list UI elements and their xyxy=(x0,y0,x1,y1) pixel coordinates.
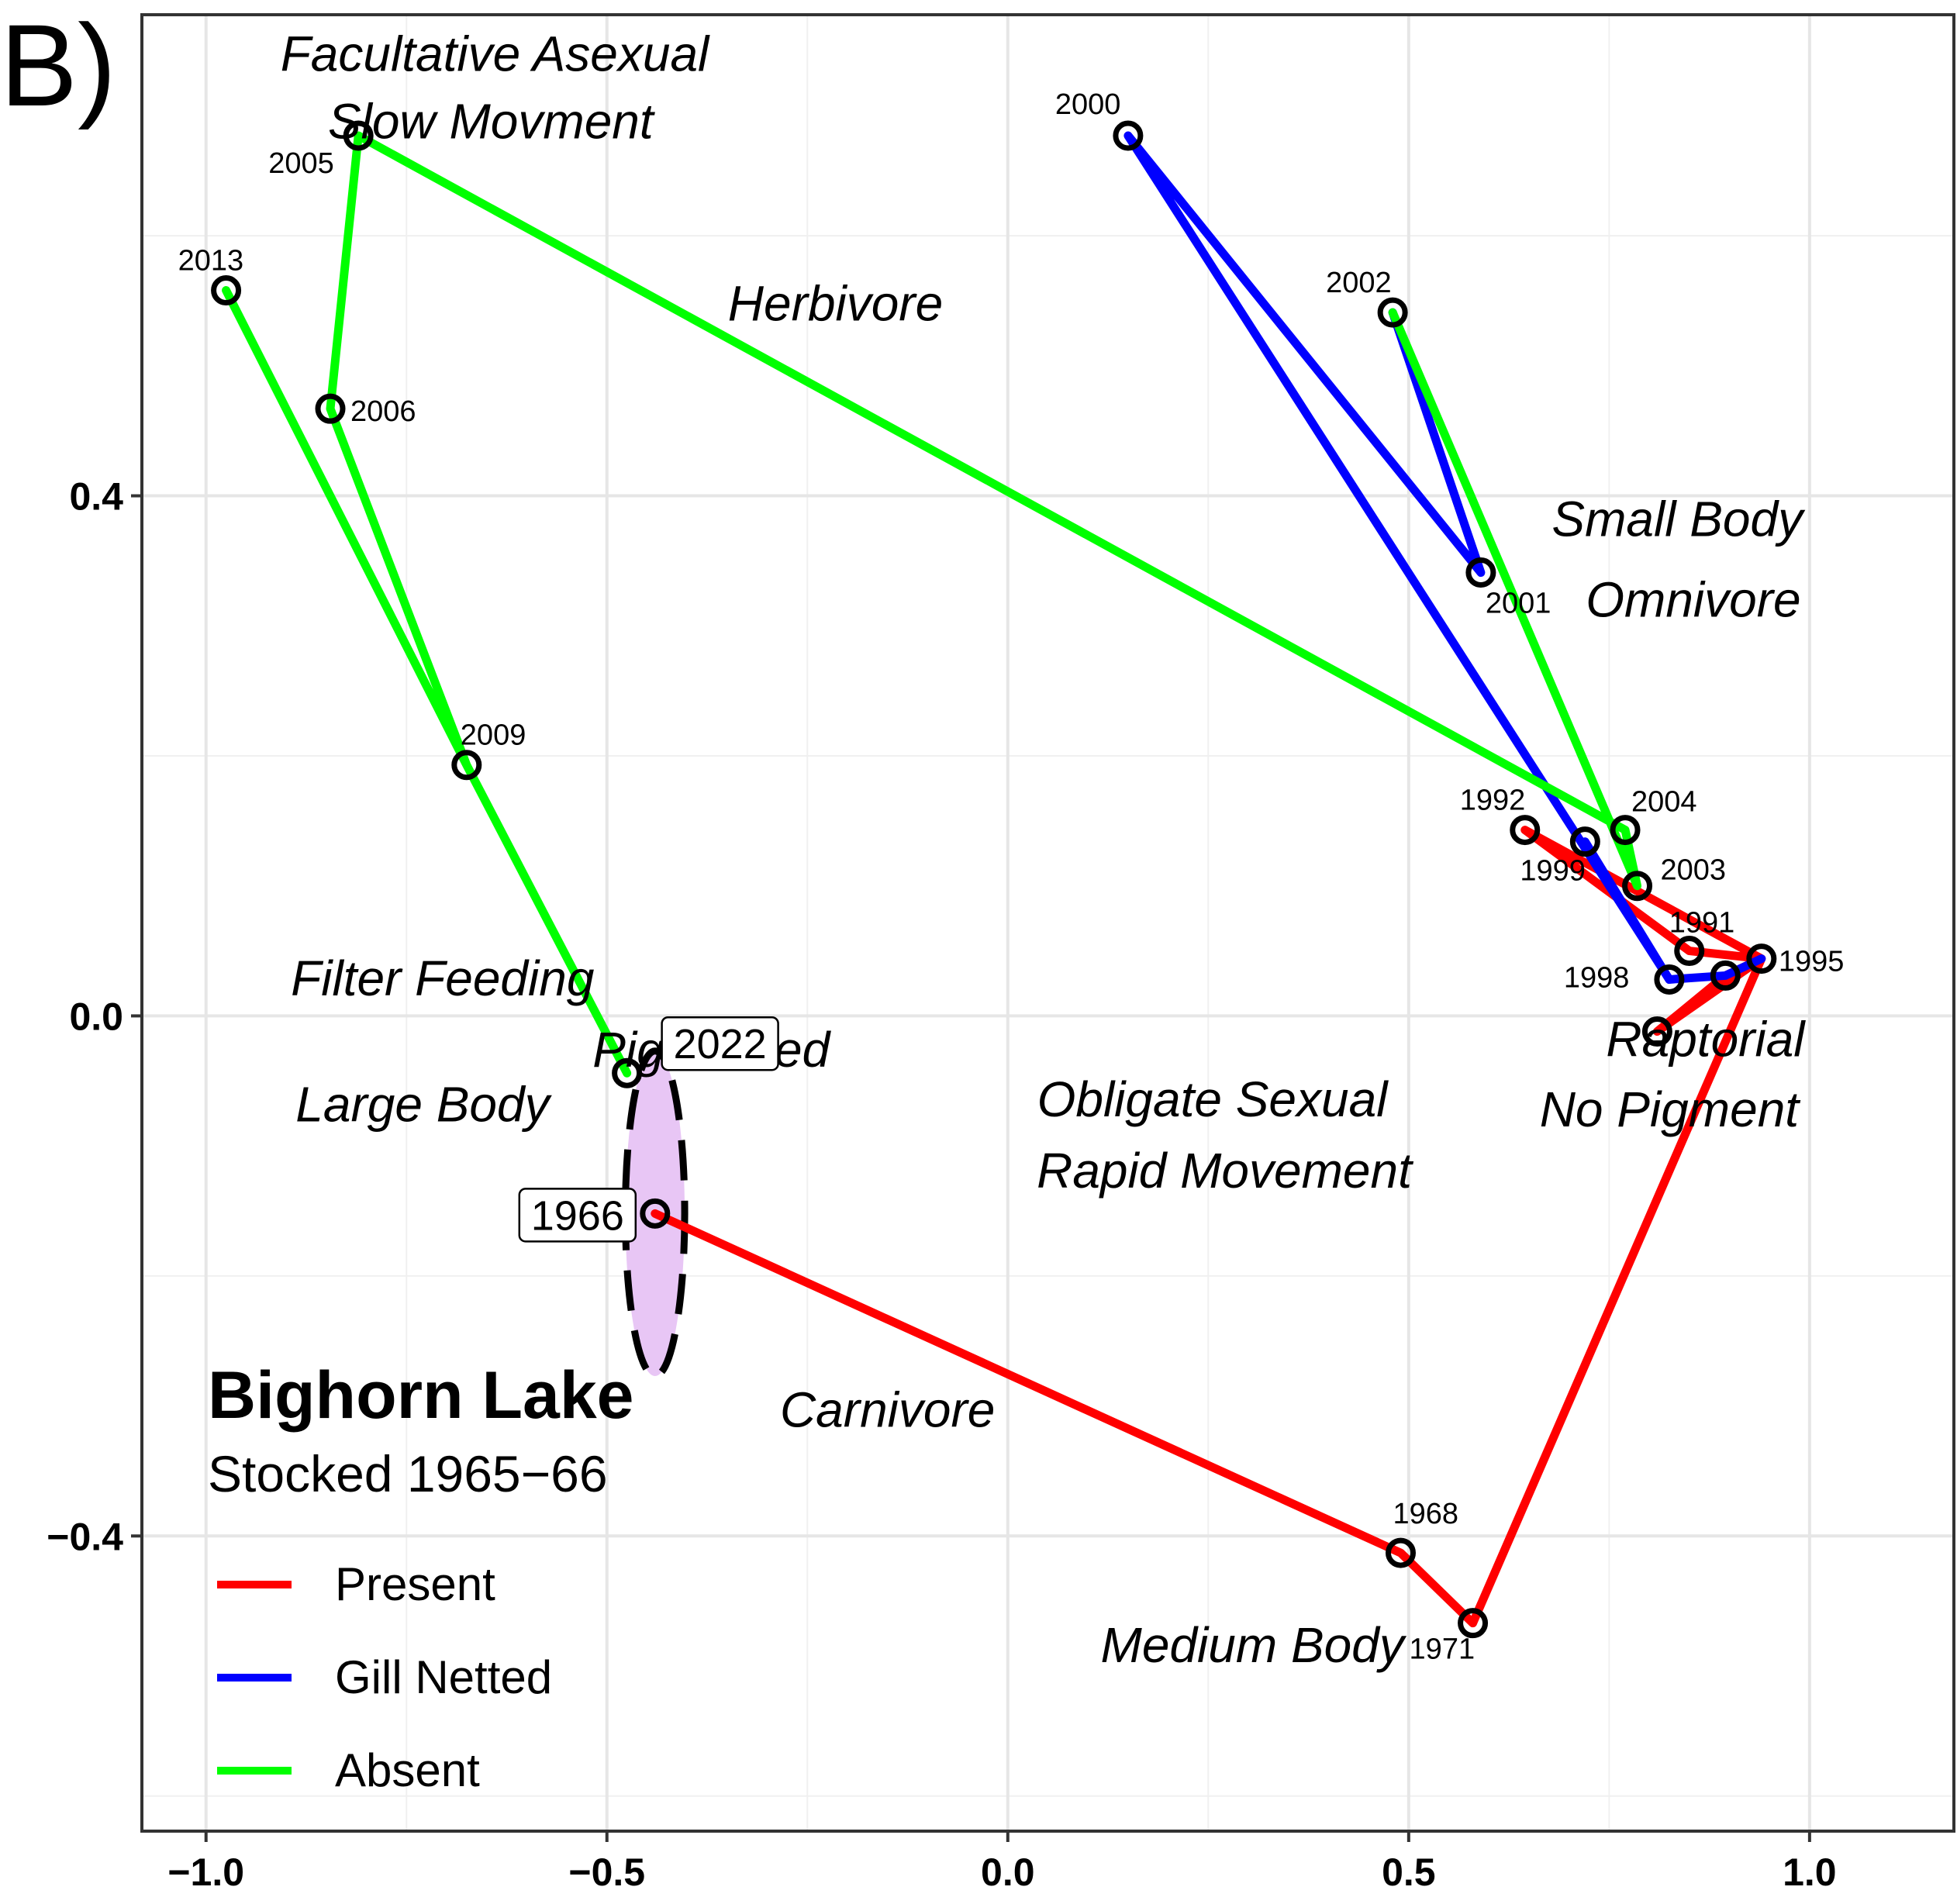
data-point-1992 xyxy=(1510,815,1541,846)
year-label-1995: 1995 xyxy=(1779,946,1845,978)
boxed-year-label-2022: 2022 xyxy=(661,1016,779,1071)
year-label-layer: 1966 1968 1971 1991 1992 1995 1998 1999 2000 2001… xyxy=(178,88,1845,1666)
x-tick-label: 1.0 xyxy=(1783,1851,1837,1894)
year-label-1999: 1999 xyxy=(1520,855,1586,888)
point-layer xyxy=(211,120,1777,1639)
data-point-2000 xyxy=(1113,120,1144,151)
legend-label-gill-netted: Gill Netted xyxy=(335,1651,552,1703)
legend-label-present: Present xyxy=(335,1558,495,1610)
trait-label-layer: Facultative Asexual Slow Movment Herbivore… xyxy=(281,26,1807,1673)
data-point-2004 xyxy=(1610,815,1641,846)
panel-letter: B) xyxy=(0,0,116,130)
year-label-2005: 2005 xyxy=(268,147,334,180)
year-label-1998: 1998 xyxy=(1564,961,1630,994)
x-tick-label: −0.5 xyxy=(568,1851,645,1894)
year-label-2004: 2004 xyxy=(1631,786,1697,819)
trait-label-facultative-asexual: Facultative Asexual xyxy=(281,26,710,81)
data-point-1966 xyxy=(640,1198,671,1229)
data-point-2009 xyxy=(451,750,482,781)
x-tick-label: −1.0 xyxy=(167,1851,244,1894)
y-tick-label: 0.0 xyxy=(69,995,123,1038)
year-label-2001: 2001 xyxy=(1486,588,1551,620)
data-point-2001 xyxy=(1465,557,1496,588)
trait-label-medium-body: Medium Body xyxy=(1101,1617,1407,1673)
series-line-absent xyxy=(222,131,1642,1078)
boxed-year-label-1966: 1966 xyxy=(518,1188,637,1243)
data-point-2003 xyxy=(1622,871,1653,902)
trait-label-raptorial: Raptorial xyxy=(1606,1012,1806,1068)
trait-label-filter-feeding: Filter Feeding xyxy=(291,950,595,1006)
legend-subtitle: Stocked 1965−66 xyxy=(208,1445,608,1502)
trait-label-small-body: Small Body xyxy=(1551,492,1806,547)
data-point-1999 xyxy=(1569,826,1600,857)
data-point xyxy=(1710,960,1741,991)
trait-label-rapid-movement: Rapid Movement xyxy=(1037,1143,1413,1199)
series-line-gill-netted xyxy=(1123,131,1674,984)
legend-label-absent: Absent xyxy=(335,1744,480,1796)
year-label-2009: 2009 xyxy=(461,719,526,752)
year-label-2006: 2006 xyxy=(350,395,416,428)
x-tick-label: 0.5 xyxy=(1382,1851,1436,1894)
data-point-2006 xyxy=(315,393,346,424)
year-label-text: 2022 xyxy=(674,1021,767,1068)
legend-title: Bighorn Lake xyxy=(208,1358,634,1433)
year-label-box xyxy=(518,1188,637,1243)
year-label-text: 1966 xyxy=(531,1192,624,1239)
year-label-2002: 2002 xyxy=(1326,267,1392,299)
trait-label-omnivore: Omnivore xyxy=(1586,572,1800,628)
year-label-box xyxy=(661,1016,779,1071)
data-point-1998 xyxy=(1654,964,1685,995)
data-point xyxy=(1641,1016,1672,1047)
legend: Bighorn Lake Stocked 1965−66 Present Gil… xyxy=(208,1358,634,1796)
y-tick-label: 0.4 xyxy=(69,475,123,519)
data-point-1968 xyxy=(1385,1537,1416,1568)
year-label-1992: 1992 xyxy=(1460,785,1526,817)
series-layer xyxy=(222,131,1766,1628)
trait-label-slow-movment: Slow Movment xyxy=(328,94,655,150)
trait-label-no-pigment: No Pigment xyxy=(1540,1081,1801,1137)
year-label-1971: 1971 xyxy=(1410,1633,1476,1666)
trait-label-obligate-sexual: Obligate Sexual xyxy=(1037,1071,1389,1127)
grid-layer xyxy=(142,15,1954,1831)
axis-layer: −1.0 −0.5 0.0 0.5 1.0 0.4 0.0 −0.4 xyxy=(47,475,1836,1894)
data-point-2013 xyxy=(211,275,242,306)
year-label-1968: 1968 xyxy=(1393,1498,1458,1530)
data-point-2002 xyxy=(1377,297,1408,328)
year-label-2003: 2003 xyxy=(1661,854,1727,887)
data-point-1991 xyxy=(1674,936,1705,967)
trait-label-herbivore: Herbivore xyxy=(728,275,943,331)
trait-label-carnivore: Carnivore xyxy=(780,1382,995,1438)
year-label-1991: 1991 xyxy=(1669,907,1735,940)
trait-label-large-body: Large Body xyxy=(295,1076,552,1132)
x-tick-label: 0.0 xyxy=(981,1851,1035,1894)
data-point-2005 xyxy=(343,120,374,151)
year-label-2000: 2000 xyxy=(1055,88,1121,121)
year-label-2013: 2013 xyxy=(178,245,244,278)
data-point-1995 xyxy=(1746,943,1777,974)
y-tick-label: −0.4 xyxy=(47,1515,123,1558)
data-point-1971 xyxy=(1458,1608,1489,1639)
plot-panel-border xyxy=(140,13,1955,1833)
data-point-2022 xyxy=(612,1057,643,1088)
